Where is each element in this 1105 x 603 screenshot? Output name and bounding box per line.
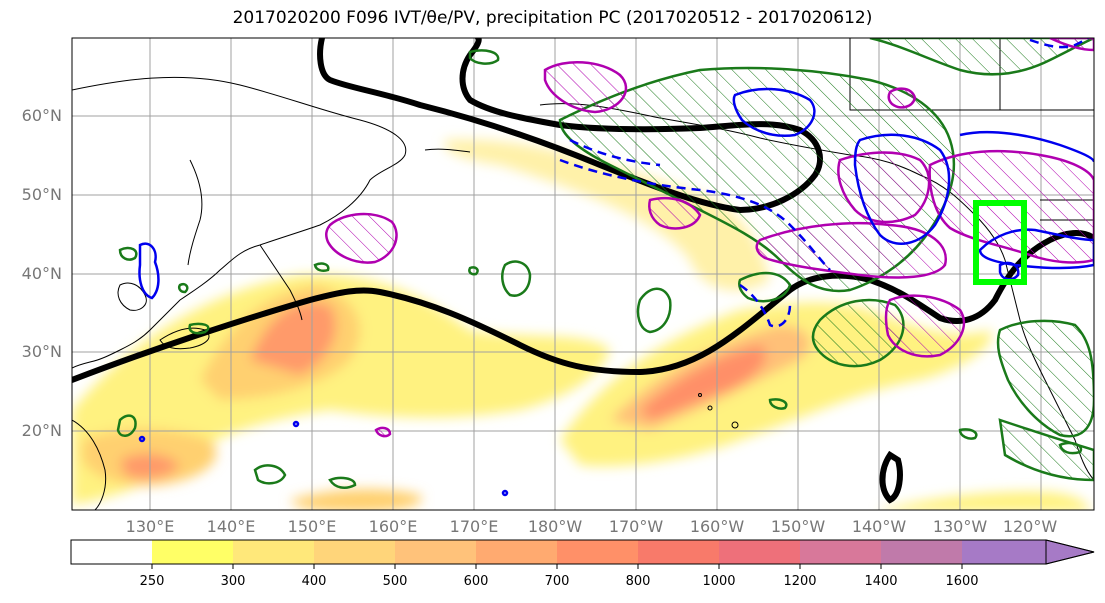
colorbar-bin <box>152 540 233 564</box>
map-title: 2017020200 F096 IVT/θe/PV, precipitation… <box>232 8 873 28</box>
green-small-contours <box>116 49 1083 489</box>
colorbar-tick-label: 500 <box>382 574 408 589</box>
lat-label: 20°N <box>21 421 62 440</box>
colorbar-bin <box>71 540 152 564</box>
blue-contours <box>138 38 1094 497</box>
lon-label: 140°E <box>206 517 256 536</box>
lon-label: 170°W <box>608 517 664 536</box>
map-frame <box>71 37 1095 511</box>
lon-label: 160°W <box>689 517 745 536</box>
lon-label: 140°W <box>851 517 907 536</box>
colorbar-tick-label: 1200 <box>783 574 817 589</box>
colorbar-tick-label: 1000 <box>702 574 736 589</box>
colorbar-tick-label: 800 <box>625 574 651 589</box>
colorbar-extend-arrow <box>1045 539 1095 565</box>
colorbar-bin <box>314 540 395 564</box>
colorbar-bin <box>962 540 1046 564</box>
colorbar-bin <box>395 540 476 564</box>
colorbar-tick-label: 250 <box>139 574 165 589</box>
colorbar-bin <box>800 540 881 564</box>
colorbar-frame <box>70 539 1095 565</box>
lat-label: 60°N <box>21 106 62 125</box>
lon-label: 160°E <box>368 517 418 536</box>
colorbar-bin <box>881 540 962 564</box>
lat-label: 40°N <box>21 264 62 283</box>
target-box <box>973 200 1027 285</box>
lon-label: 130°E <box>125 517 175 536</box>
lon-label: 150°W <box>770 517 826 536</box>
lon-label: 130°W <box>932 517 988 536</box>
colorbar-tick-label: 400 <box>301 574 327 589</box>
colorbar-bin <box>719 540 800 564</box>
colorbar <box>70 539 1095 569</box>
colorbar-bin <box>557 540 638 564</box>
colorbar-bin <box>638 540 719 564</box>
colorbar-tick-label: 1600 <box>945 574 979 589</box>
lon-label: 120°W <box>1002 517 1058 536</box>
lon-label: 180°W <box>527 517 583 536</box>
colorbar-tick-label: 600 <box>463 574 489 589</box>
colorbar-tick-label: 300 <box>220 574 246 589</box>
lon-label: 170°E <box>449 517 499 536</box>
colorbar-tick-label: 700 <box>544 574 570 589</box>
colorbar-tick-label: 1400 <box>864 574 898 589</box>
lon-label: 150°E <box>287 517 337 536</box>
colorbar-bin <box>476 540 557 564</box>
lat-label: 30°N <box>21 342 62 361</box>
lat-label: 50°N <box>21 185 62 204</box>
colorbar-bin <box>233 540 314 564</box>
